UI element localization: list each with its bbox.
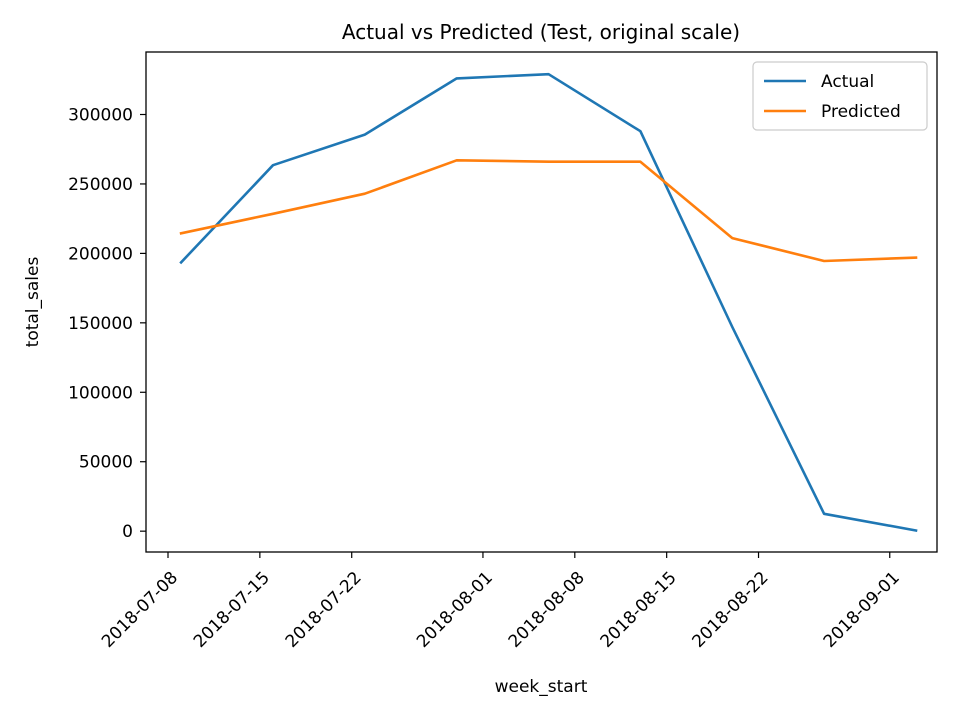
chart-title: Actual vs Predicted (Test, original scal…	[342, 20, 740, 44]
y-tick-label: 100000	[68, 383, 133, 403]
y-tick-label: 0	[122, 522, 133, 542]
series-line-actual	[179, 72, 918, 533]
legend: Actual Predicted	[752, 61, 928, 131]
x-axis-label: week_start	[495, 677, 588, 697]
y-tick-label: 300000	[68, 106, 133, 126]
y-tick-label: 150000	[68, 314, 133, 334]
y-tick-label: 50000	[79, 453, 133, 473]
plot-frame	[145, 51, 938, 553]
y-tick-label: 250000	[68, 175, 133, 195]
legend-box	[752, 61, 928, 131]
y-axis: 0 50000 100000 150000 200000 250000 300000	[68, 106, 146, 542]
plot-area	[179, 72, 918, 533]
series-line-predicted	[179, 159, 918, 263]
legend-label-actual: Actual	[821, 72, 874, 92]
y-tick-label: 200000	[68, 244, 133, 264]
legend-label-predicted: Predicted	[821, 102, 901, 122]
y-axis-label: total_sales	[23, 257, 43, 348]
